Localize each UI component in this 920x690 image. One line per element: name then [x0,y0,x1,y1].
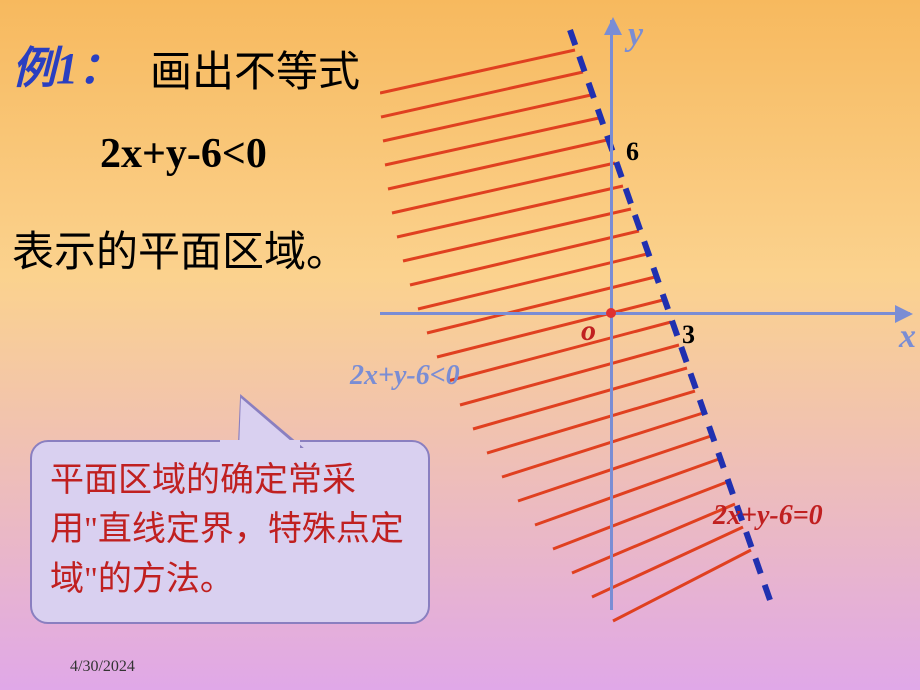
origin-label: o [581,314,596,348]
coordinate-graph: x y o 6 3 2x+y-6<0 2x+y-6=0 [380,10,920,630]
boundary-equation-label: 2x+y-6=0 [713,500,823,532]
y-axis-label: y [628,16,643,54]
callout-tail-fill [220,440,300,450]
origin-dot [606,308,616,318]
tip-callout: 平面区域的确定常采用"直线定界，特殊点定域"的方法。 [30,440,430,624]
callout-text: 平面区域的确定常采用"直线定界，特殊点定域"的方法。 [50,456,410,604]
example-label: 例1： [12,32,122,96]
slide-date: 4/30/2024 [70,658,135,676]
inequality-formula: 2x+y-6<0 [100,130,267,178]
example-number: 1： [56,44,122,93]
x-intercept-label: 3 [682,320,695,350]
heading-line-2: 表示的平面区域。 [12,218,348,279]
region-hatching [380,50,751,621]
slide-content: 例1： 画出不等式 2x+y-6<0 表示的平面区域。 平面区域的确定常采用"直… [0,0,920,690]
region-inequality-label: 2x+y-6<0 [350,360,460,392]
x-axis-label: x [899,318,916,356]
example-prefix: 例 [12,44,56,93]
plot-svg [380,10,920,630]
x-axis [380,312,910,315]
heading-line-1: 画出不等式 [150,38,360,99]
y-intercept-label: 6 [626,137,639,167]
